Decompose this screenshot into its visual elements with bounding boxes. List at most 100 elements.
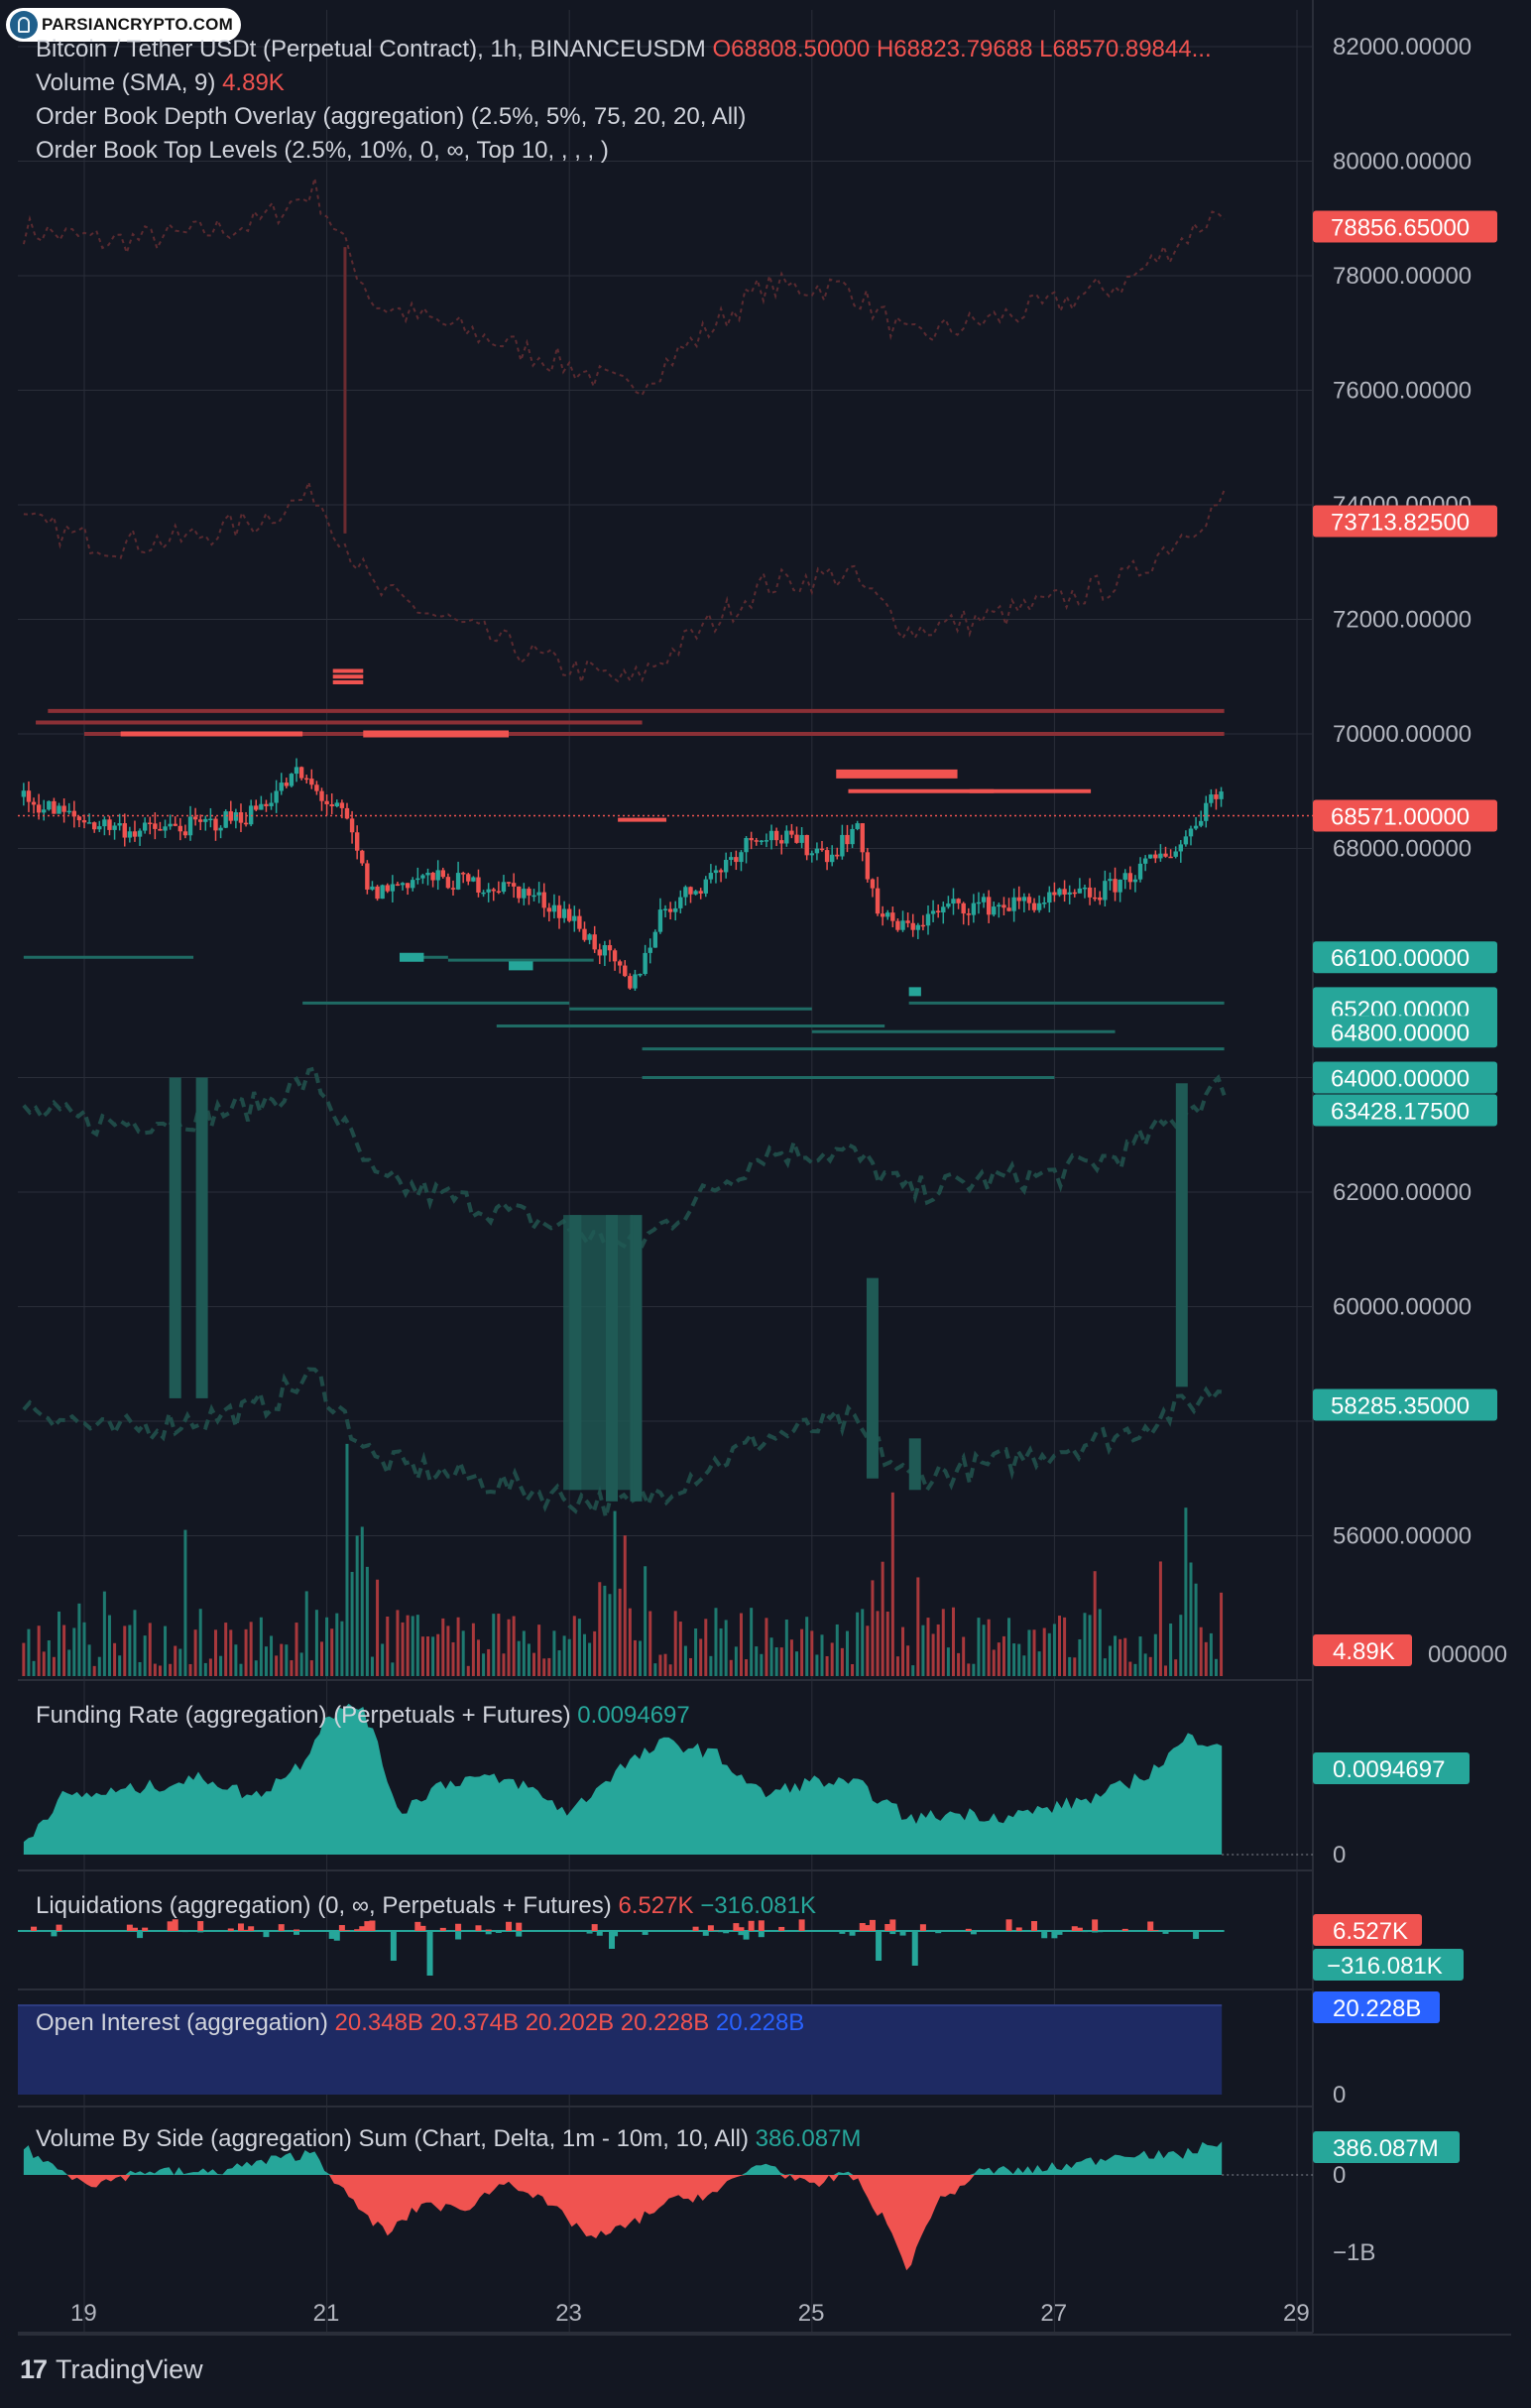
candle-body (385, 885, 390, 892)
liq-short-bar (773, 1931, 780, 1932)
open-interest-v2: 20.374B (429, 2009, 520, 2036)
volume-bar (769, 1637, 773, 1676)
candle-body (269, 802, 274, 806)
volume-bar (244, 1628, 248, 1676)
volume-bar (709, 1655, 713, 1676)
volume-bar (335, 1613, 339, 1676)
volume-bar (1068, 1656, 1072, 1676)
candle-body (21, 790, 27, 797)
candle-body (633, 974, 638, 989)
volume-bar (325, 1617, 329, 1676)
candle-body (951, 899, 956, 904)
open-interest-v3: 20.202B (525, 2009, 615, 2036)
liq-short-bar (181, 1931, 188, 1933)
volume-bar (1119, 1638, 1122, 1676)
volume-bar (1047, 1632, 1051, 1676)
funding-zero-label: 0 (1333, 1842, 1346, 1868)
candle-body (860, 823, 865, 853)
candle-body (657, 909, 663, 932)
volume-bar (451, 1641, 455, 1676)
candle-body (1198, 820, 1204, 826)
volume-bar (174, 1645, 177, 1676)
volume-bar (365, 1566, 369, 1676)
candle-body (430, 872, 435, 881)
volume-bar (582, 1633, 586, 1676)
liq-short-bar (1162, 1931, 1169, 1934)
candle-body (1026, 897, 1032, 903)
volume-bar (183, 1529, 187, 1676)
candle-body (395, 884, 401, 886)
liq-long-bar (56, 1924, 62, 1931)
candle-body (597, 949, 602, 956)
candle-body (809, 853, 814, 856)
volume-bar (320, 1641, 324, 1676)
candle-body (698, 891, 703, 894)
volume-bar (603, 1585, 607, 1676)
candle-body (86, 822, 92, 824)
volume-bar (431, 1636, 435, 1676)
volume-bar (588, 1642, 592, 1676)
volume-bar (653, 1663, 657, 1676)
open-interest-area (18, 2005, 1223, 2095)
volume-bar (678, 1622, 682, 1676)
volume-bar (1214, 1658, 1218, 1676)
candle-body (628, 976, 633, 989)
candle-body (1219, 791, 1224, 799)
volume-bar (299, 1652, 303, 1676)
candle-body (819, 848, 825, 851)
volume-bar (169, 1663, 173, 1676)
liq-short-bar (1097, 1931, 1104, 1933)
volume-bar (208, 1658, 212, 1676)
volume-bar (340, 1621, 344, 1676)
candle-body (718, 870, 724, 873)
volume-bar (639, 1640, 643, 1676)
candle-body (946, 903, 951, 907)
candle-body (329, 803, 334, 807)
watermark-text: PARSIANCRYPTO.COM (42, 15, 233, 34)
volume-bar (97, 1656, 101, 1676)
candle-body (1148, 854, 1153, 859)
candle-body (349, 818, 355, 833)
volume-bar (527, 1643, 530, 1676)
candle-body (541, 892, 546, 908)
candle-body (370, 886, 375, 890)
candle-body (309, 779, 314, 785)
candle-body (799, 834, 804, 843)
candle-body (992, 906, 997, 915)
oi-last-box (1313, 1991, 1440, 2023)
candle-body (471, 877, 476, 882)
liq-short-bar (718, 1931, 725, 1933)
y-tick-label-partial: 000000 (1428, 1641, 1507, 1668)
candle-body (986, 897, 992, 915)
candle-body (784, 830, 789, 844)
candle-body (420, 875, 425, 879)
oi-zero-label: 0 (1333, 2082, 1346, 2108)
volume-by-side-value: 386.087M (755, 2125, 862, 2152)
volume-bar (704, 1619, 708, 1676)
volume-bar (992, 1649, 996, 1676)
candle-body (142, 822, 148, 831)
volume-bar (1199, 1626, 1203, 1676)
candle-body (187, 816, 193, 836)
tradingview-logo[interactable]: 17 TradingView (20, 2354, 203, 2385)
open-interest-v4: 20.228B (620, 2009, 710, 2036)
volume-legend: Volume (SMA, 9) 4.89K (36, 66, 285, 100)
top-levels-label: Order Book Top Levels (2.5%, 10%, 0, ∞, … (36, 137, 609, 164)
price-label: 68571.00000 (1331, 804, 1470, 831)
liq-short-bar (263, 1931, 270, 1938)
candle-body (517, 886, 522, 899)
candle-body (66, 810, 71, 813)
volume-bar (557, 1650, 561, 1676)
candle-body (52, 800, 57, 814)
bid-wall (169, 1077, 181, 1398)
candle-body (840, 834, 845, 857)
candle-body (976, 902, 982, 904)
volume-bar (1037, 1651, 1041, 1676)
volume-bar (729, 1659, 733, 1676)
volume-bar (270, 1635, 274, 1676)
vbs-last-box (1313, 2131, 1460, 2163)
volume-bar (1007, 1618, 1011, 1676)
volume-bar (789, 1639, 793, 1676)
x-tick-label: 27 (1040, 2300, 1067, 2327)
